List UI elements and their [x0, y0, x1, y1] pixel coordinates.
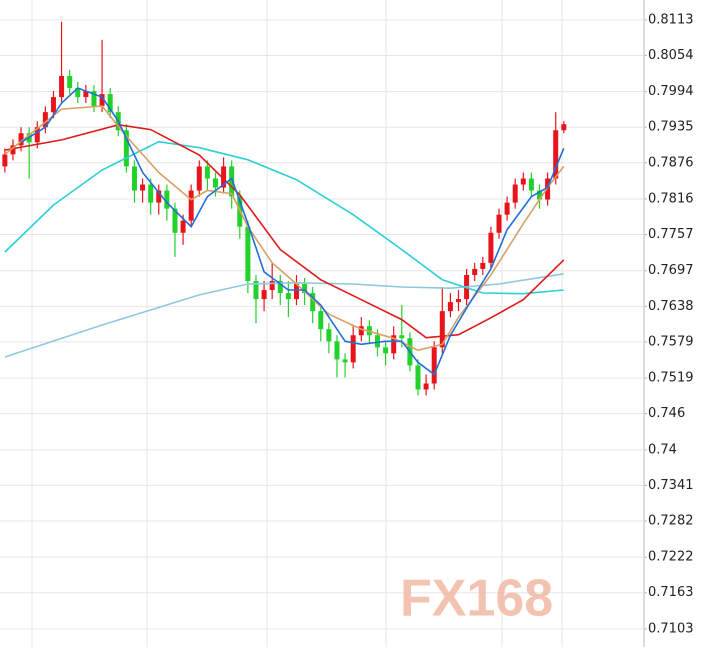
candle-body	[553, 130, 559, 179]
candle-body	[391, 335, 397, 354]
candle-body	[285, 293, 291, 300]
moving-average-line	[4, 273, 564, 358]
y-tick-label: 0.7103	[648, 621, 694, 636]
y-tick-label: 0.7935	[648, 120, 694, 135]
candle-body	[520, 178, 526, 185]
y-tick-label: 0.7638	[648, 299, 694, 314]
candle-body	[164, 190, 170, 209]
candle-body	[172, 208, 178, 233]
candle-body	[512, 184, 518, 203]
candle-body	[383, 347, 389, 354]
moving-average-line	[4, 105, 565, 352]
candle-body	[374, 335, 380, 348]
candle-body	[342, 359, 348, 363]
y-tick-label: 0.8054	[648, 48, 694, 63]
candle-body	[358, 326, 364, 336]
candle-body	[221, 166, 227, 188]
candle-body	[140, 184, 146, 191]
candle-body	[415, 365, 421, 390]
moving-average-line	[4, 123, 565, 339]
candle-body	[277, 280, 283, 294]
y-tick-label: 0.7876	[648, 155, 694, 170]
candle-body	[99, 94, 105, 107]
candle-body	[245, 226, 251, 281]
candle-body	[447, 302, 453, 312]
y-tick-label: 0.7341	[648, 478, 694, 493]
candle-body	[18, 133, 24, 146]
candle-body	[537, 190, 543, 200]
y-tick-label: 0.7697	[648, 263, 694, 278]
y-tick-label: 0.7816	[648, 191, 694, 206]
candle-body	[67, 75, 73, 89]
candle-body	[123, 130, 129, 167]
moving-average-line	[4, 140, 564, 295]
candle-body	[302, 284, 308, 294]
candle-body	[488, 232, 494, 263]
candle-body	[75, 88, 81, 98]
candle-body	[50, 97, 56, 113]
candle-body	[131, 166, 137, 191]
candles	[2, 21, 567, 396]
candle-body	[496, 214, 502, 233]
candle-body	[423, 383, 429, 390]
candle-body	[204, 166, 210, 179]
y-tick-label: 0.74	[648, 442, 677, 457]
candle-body	[2, 154, 8, 167]
candle-body	[504, 202, 510, 215]
y-tick-label: 0.7519	[648, 371, 694, 386]
candle-body	[180, 220, 186, 233]
moving-average-line	[20, 87, 565, 376]
candle-body	[42, 112, 48, 128]
y-tick-label: 0.7994	[648, 84, 694, 99]
candle-body	[528, 178, 534, 191]
candle-body	[350, 335, 356, 363]
candle-body	[455, 299, 461, 303]
candle-body	[293, 284, 299, 300]
candle-body	[326, 329, 332, 342]
candle-body	[269, 280, 275, 291]
candle-body	[399, 335, 405, 339]
candle-body	[148, 184, 154, 203]
candle-body	[91, 91, 97, 107]
candle-body	[212, 178, 218, 188]
candle-body	[545, 178, 551, 200]
candle-body	[10, 145, 16, 155]
candle-body	[334, 341, 340, 360]
candle-body	[83, 91, 89, 98]
candle-body	[59, 75, 65, 98]
y-tick-label: 0.746	[648, 406, 685, 421]
y-tick-label: 0.7222	[648, 550, 694, 565]
y-tick-label: 0.7757	[648, 227, 694, 242]
vertical-grid	[31, 0, 563, 647]
watermark: FX168	[400, 570, 553, 628]
y-tick-label: 0.7282	[648, 513, 694, 528]
candle-body	[261, 290, 267, 300]
candle-body	[253, 280, 259, 300]
candle-body	[34, 127, 40, 143]
candle-body	[480, 262, 486, 269]
y-tick-label: 0.8113	[648, 12, 694, 27]
candle-body	[156, 190, 162, 203]
y-tick-label: 0.7163	[648, 585, 694, 600]
candle-body	[561, 124, 567, 131]
candle-body	[107, 94, 113, 113]
candle-body	[229, 166, 235, 197]
candle-body	[472, 268, 478, 275]
candle-body	[188, 190, 194, 221]
candle-body	[439, 311, 445, 348]
candle-body	[431, 347, 437, 384]
candle-body	[196, 166, 202, 191]
y-tick-label: 0.7579	[648, 334, 694, 349]
candle-body	[310, 293, 316, 312]
candle-body	[318, 311, 324, 330]
